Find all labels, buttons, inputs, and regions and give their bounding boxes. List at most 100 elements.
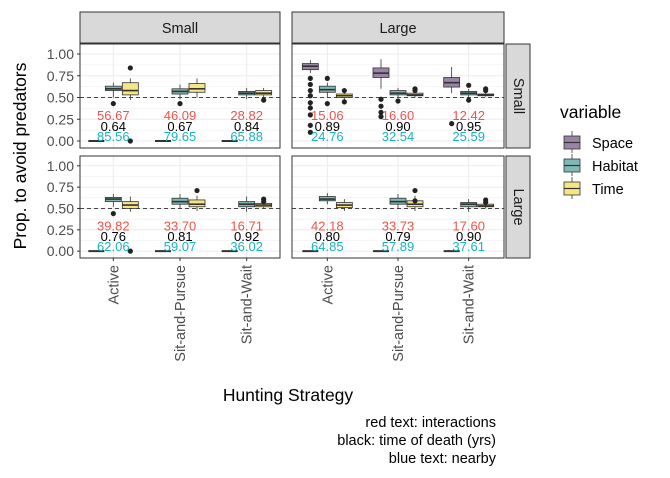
legend-label: Time <box>592 182 624 198</box>
caption-line: blue text: nearby <box>389 451 497 467</box>
caption-line: black: time of death (yrs) <box>337 433 496 449</box>
outlier-point <box>307 105 313 111</box>
outlier-point <box>483 87 489 94</box>
facet-strip-bg <box>505 43 531 149</box>
box-time-active <box>121 65 139 144</box>
box-time-active <box>335 199 353 212</box>
facet-strip-label: Large <box>510 188 526 225</box>
outlier-point <box>194 187 200 194</box>
legend-item-time: Time <box>563 177 624 199</box>
facet-strip-label: Small <box>162 21 198 37</box>
box-habitat-active <box>318 193 336 205</box>
box-time-sit-and-wait <box>255 196 273 209</box>
box-habitat-active <box>318 75 336 107</box>
box-time-sit-and-wait <box>255 87 273 103</box>
outlier-point <box>395 98 401 104</box>
x-tick-label: Sit-and-Pursue <box>391 265 407 362</box>
y-tick-label: 0.50 <box>47 90 74 106</box>
label-nearby: 57.89 <box>382 239 415 254</box>
outlier-point <box>378 96 384 102</box>
box-time-sit-and-pursue <box>406 86 424 98</box>
legend-title: variable <box>560 102 621 122</box>
outlier-point <box>466 97 472 103</box>
label-interactions: 16.71 <box>230 219 263 234</box>
label-time-of-death: 0.84 <box>234 119 259 134</box>
label-interactions: 56.67 <box>97 108 130 123</box>
outlier-point <box>307 122 313 128</box>
caption: red text: interactions black: time of dea… <box>337 415 496 467</box>
outlier-point <box>378 109 384 115</box>
label-nearby: 65.88 <box>230 129 263 144</box>
panel-large-large: 42.18 33.73 17.60 0.80 0.79 0.90 64.85 57.89 37.… <box>291 155 505 362</box>
box-habitat-sit-and-pursue <box>171 84 189 107</box>
label-time-of-death: 0.80 <box>315 229 340 244</box>
x-tick-label: Sit-and-Wait <box>462 265 478 344</box>
panel-border <box>79 43 281 149</box>
label-nearby: 64.85 <box>311 239 344 254</box>
outlier-point <box>307 112 313 118</box>
box-body <box>121 82 139 96</box>
label-interactions: 17.60 <box>452 219 485 234</box>
panel-border <box>291 43 505 149</box>
legend-item-space: Space <box>563 131 633 153</box>
box-habitat-sit-and-wait <box>238 196 256 212</box>
y-tick-label: 1.00 <box>47 158 74 174</box>
outlier-point <box>307 75 313 81</box>
outlier-point <box>110 100 116 107</box>
outlier-point <box>110 210 116 217</box>
outlier-point <box>307 93 313 99</box>
label-time-of-death: 0.90 <box>385 119 410 134</box>
label-time-of-death: 0.64 <box>101 119 126 134</box>
label-nearby: 59.07 <box>164 239 197 254</box>
outlier-point <box>378 103 384 109</box>
outlier-point <box>307 129 313 135</box>
facet-strip-bg <box>291 11 505 44</box>
y-tick-label: 1.00 <box>47 46 74 62</box>
legend-label: Space <box>592 136 633 152</box>
box-time-sit-and-pursue <box>188 187 206 212</box>
legend-item-habitat: Habitat <box>563 154 638 176</box>
label-nearby: 85.56 <box>97 129 130 144</box>
y-tick-label: 0.50 <box>47 200 74 216</box>
label-interactions: 33.70 <box>164 219 197 234</box>
facet-strip-bg <box>505 155 531 259</box>
box-habitat-sit-and-wait <box>238 87 256 100</box>
outlier-point <box>483 199 489 206</box>
outlier-point <box>341 99 347 105</box>
outlier-point <box>127 248 133 254</box>
box-habitat-active <box>104 82 122 107</box>
y-tick-label: 0.00 <box>47 133 74 149</box>
label-nearby: 79.65 <box>164 129 197 144</box>
outlier-point <box>449 121 455 127</box>
outlier-point <box>127 65 133 71</box>
label-interactions: 39.82 <box>97 219 130 234</box>
box-space-sit-and-pursue <box>372 59 390 120</box>
box-time-active <box>335 87 353 105</box>
label-interactions: 42.18 <box>311 219 344 234</box>
box-body <box>188 83 206 93</box>
label-interactions: 33.73 <box>382 219 415 234</box>
box-habitat-sit-and-pursue <box>171 193 189 209</box>
caption-line: red text: interactions <box>365 415 496 431</box>
label-time-of-death: 0.89 <box>315 119 340 134</box>
label-nearby: 32.54 <box>382 129 415 144</box>
facet-strip-col-large: Large <box>291 11 505 44</box>
y-tick-label: 0.25 <box>47 111 74 127</box>
box-time-sit-and-pursue <box>188 78 206 98</box>
label-time-of-death: 0.95 <box>456 119 481 134</box>
outlier-point <box>127 138 133 144</box>
panel-large-small: 39.82 33.70 16.71 0.76 0.81 0.92 62.06 59.07 36.… <box>47 155 281 362</box>
label-nearby: 62.06 <box>97 239 130 254</box>
box-habitat-sit-and-pursue <box>389 87 407 104</box>
label-interactions: 46.09 <box>164 108 197 123</box>
outlier-point <box>307 87 313 94</box>
outlier-point <box>341 87 347 94</box>
box-body <box>188 199 206 208</box>
x-tick-label: Active <box>106 265 122 305</box>
outlier-point <box>307 100 313 106</box>
label-time-of-death: 0.90 <box>456 229 481 244</box>
outlier-point <box>324 100 330 107</box>
x-tick-label: Active <box>320 265 336 305</box>
y-tick-label: 0.75 <box>47 179 74 195</box>
